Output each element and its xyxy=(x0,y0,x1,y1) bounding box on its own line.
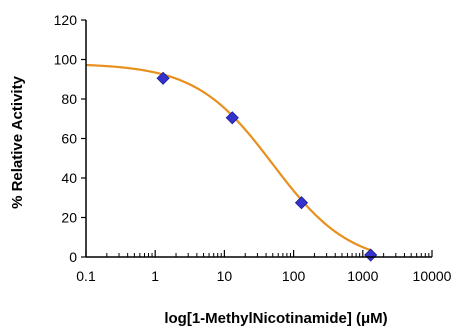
y-tick-label: 20 xyxy=(61,210,77,226)
fit-curve xyxy=(85,63,372,252)
y-tick-label: 60 xyxy=(61,131,77,147)
data-point xyxy=(156,71,170,85)
x-tick-label: 1 xyxy=(151,268,159,284)
x-tick-label: 100 xyxy=(282,268,306,284)
plot-area xyxy=(85,63,378,262)
ticks: 0 20 40 60 80 100 120 0.1 1 10 100 1000 10000 xyxy=(54,12,452,284)
y-tick-label: 40 xyxy=(61,170,77,186)
data-point xyxy=(294,196,309,210)
x-tick-label: 10000 xyxy=(413,268,452,284)
y-axis-title: % Relative Activity xyxy=(9,75,26,208)
y-tick-label: 0 xyxy=(69,249,77,265)
axes xyxy=(85,20,432,258)
data-point xyxy=(225,111,239,125)
x-tick-label: 10 xyxy=(217,268,233,284)
x-tick-label: 0.1 xyxy=(76,268,96,284)
x-axis-title: log[1-MethylNicotinamide] (μM) xyxy=(164,310,387,327)
x-tick-label: 1000 xyxy=(347,268,378,284)
y-tick-label: 120 xyxy=(54,12,78,28)
y-tick-label: 80 xyxy=(61,91,77,107)
data-point xyxy=(364,248,378,262)
y-tick-label: 100 xyxy=(54,52,78,68)
